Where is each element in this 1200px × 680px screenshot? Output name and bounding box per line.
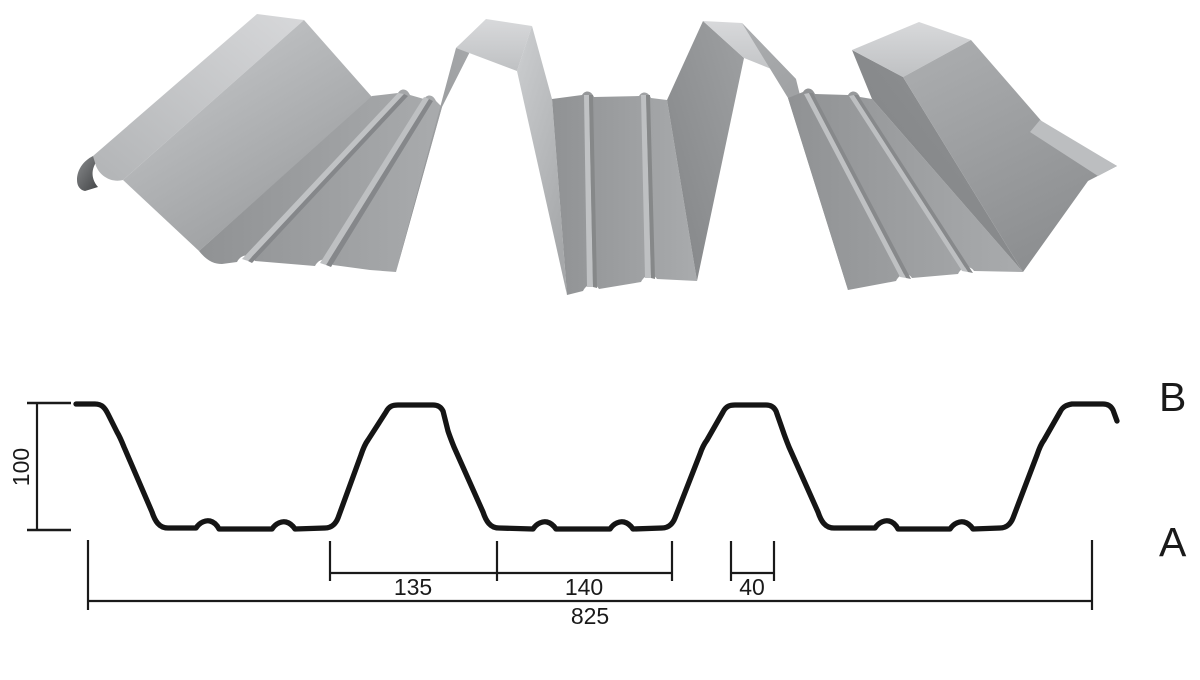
sheet-web2-right-inner — [517, 26, 567, 295]
face-label-bottom-A: A — [1159, 519, 1187, 565]
valley1-bead-shadow — [248, 94, 408, 263]
sheet-valley3 — [788, 88, 1023, 291]
cross-section-profile — [73, 401, 1120, 532]
sheet-web4-right-outer — [903, 40, 1117, 272]
valley1-bead-stripe — [320, 97, 429, 265]
valley3-bead-shadow — [809, 93, 911, 279]
dimension-labels: 100 135 140 40 825 B A — [8, 374, 1187, 629]
valley3-bead-stripe — [804, 93, 906, 278]
sheet-crest2-top — [456, 19, 532, 71]
valley3-bead-stripe — [849, 95, 968, 272]
face-label-top-B: B — [1159, 374, 1186, 420]
sheet-web3-left-inner — [667, 21, 744, 281]
dim-overall-width-label: 825 — [571, 603, 609, 629]
valley3-bead-shadow — [854, 95, 973, 273]
sheet-lip-curl — [77, 156, 100, 191]
valley1-bead-shadow — [326, 99, 433, 267]
cross-section-drawing — [27, 401, 1120, 610]
valley2-bead-shadow — [589, 95, 597, 288]
valley2-bead-stripe — [584, 95, 593, 287]
dim-crest-width-label: 40 — [739, 574, 765, 600]
dim-valley-width-label: 140 — [565, 574, 603, 600]
sheet-edge-flange-highlight — [1030, 120, 1117, 176]
sheet-web1-inner — [123, 20, 372, 251]
sheet-3d-render — [77, 14, 1117, 296]
valley2-bead-stripe — [641, 95, 651, 278]
sheet-crest4-top — [852, 22, 971, 77]
valley1-bead-stripe — [242, 93, 404, 261]
dim-height-label: 100 — [8, 448, 34, 486]
sheet-crest1-top — [93, 14, 304, 181]
valley2-bead-shadow — [646, 95, 655, 279]
dim-rib-width-label: 135 — [394, 574, 432, 600]
sheet-web4-left-inner — [852, 50, 1023, 272]
